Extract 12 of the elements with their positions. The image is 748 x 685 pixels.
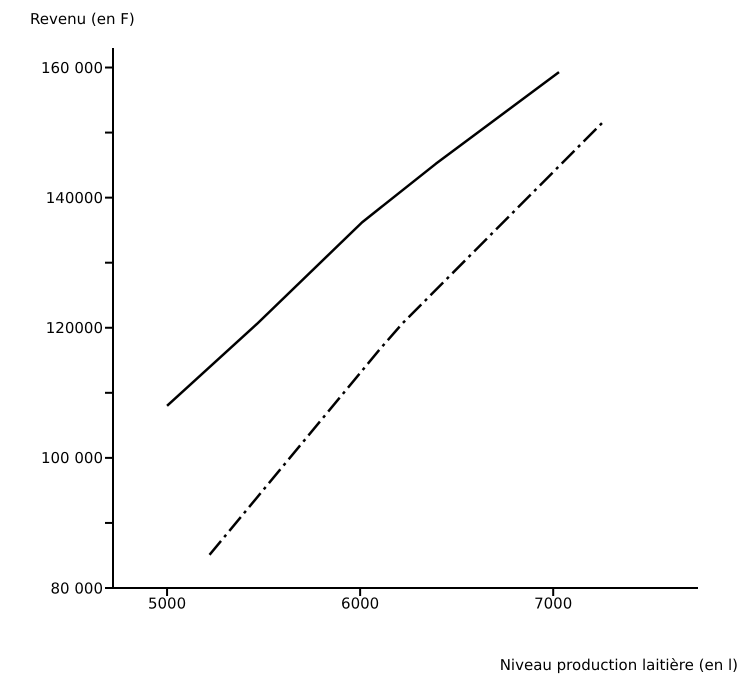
y-tick-label: 160 000 [40, 58, 103, 77]
y-axis-title: Revenu (en F) [30, 10, 135, 28]
x-axis-title: Niveau production laitière (en l) [500, 656, 738, 674]
y-tick-label: 140000 [46, 188, 103, 207]
line-series [166, 70, 560, 408]
x-tick-label: 7000 [534, 594, 572, 613]
y-tick-label: 100 000 [40, 449, 103, 468]
y-tick-label: 120000 [46, 319, 103, 338]
x-tick-label: 5000 [148, 594, 186, 613]
y-tick-label: 80 000 [50, 579, 103, 598]
x-tick-label: 6000 [341, 594, 380, 613]
line-series [208, 122, 604, 556]
